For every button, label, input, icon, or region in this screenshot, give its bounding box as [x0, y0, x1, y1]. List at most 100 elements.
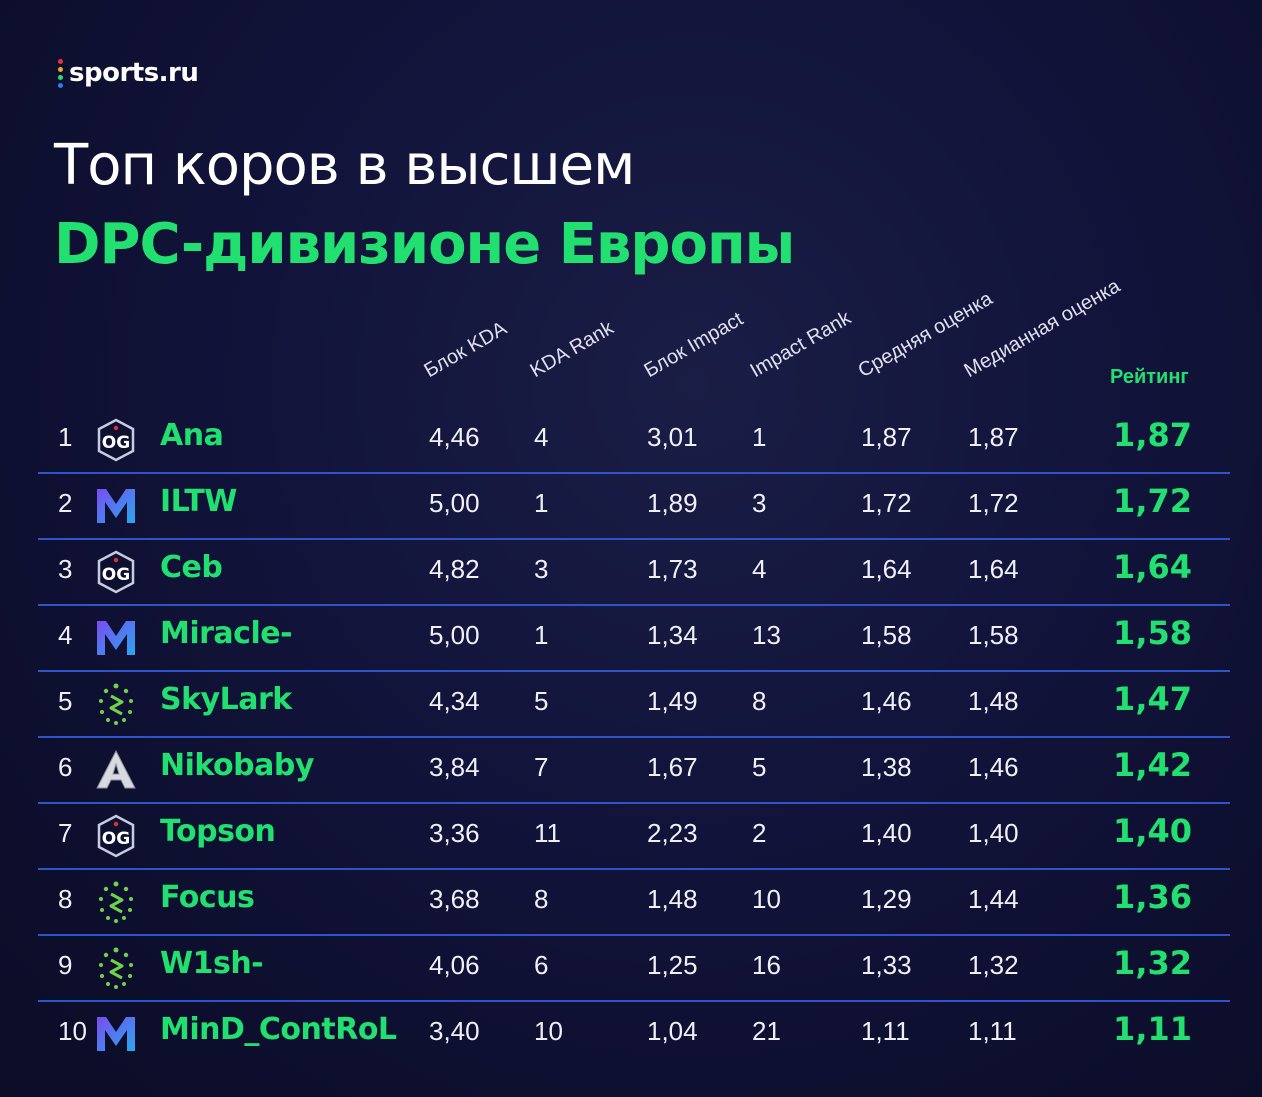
rating-value: 1,32 [1113, 944, 1192, 982]
kda-cell: 3,40 [429, 1016, 480, 1046]
rank-cell: 3 [58, 554, 73, 584]
nigma-logo-icon [94, 1012, 138, 1056]
rank-cell: 6 [58, 752, 73, 782]
rating-value: 1,72 [1113, 482, 1192, 520]
table-row: 4 Miracle- 5,00 1 1,34 13 1,58 1,58 1,58 [38, 606, 1230, 672]
page-title-line1: Топ коров в высшем [54, 133, 635, 198]
impact-rank-cell: 5 [752, 752, 767, 782]
brand-logo: sports.ru [58, 58, 199, 88]
svg-text:OG: OG [102, 829, 130, 849]
average-score-cell: 1,33 [861, 950, 912, 980]
average-score-cell: 1,29 [861, 884, 912, 914]
median-score-cell: 1,72 [968, 488, 1019, 518]
nigma-logo-icon [94, 484, 138, 528]
player-name: W1sh- [160, 946, 264, 981]
impact-rank-cell: 1 [752, 422, 767, 452]
rank-cell: 10 [58, 1016, 87, 1046]
row-divider [38, 538, 1230, 540]
alliance-logo-icon [94, 748, 138, 792]
impact-cell: 1,25 [647, 950, 698, 980]
median-score-cell: 1,64 [968, 554, 1019, 584]
median-score-cell: 1,32 [968, 950, 1019, 980]
kda-cell: 4,34 [429, 686, 480, 716]
kda-rank-cell: 8 [534, 884, 549, 914]
impact-cell: 3,01 [647, 422, 698, 452]
table-row: 9 W1sh- 4,06 6 1,25 16 1,33 1,32 1,32 [38, 936, 1230, 1002]
rank-cell: 5 [58, 686, 73, 716]
average-score-cell: 1,72 [861, 488, 912, 518]
kda-rank-cell: 1 [534, 488, 549, 518]
average-score-cell: 1,40 [861, 818, 912, 848]
liquid-logo-icon [94, 682, 138, 726]
row-divider [38, 802, 1230, 804]
kda-cell: 5,00 [429, 620, 480, 650]
table-row: 3 Ceb 4,82 3 1,73 4 1,64 1,64 1,64 OG [38, 540, 1230, 606]
rank-cell: 8 [58, 884, 73, 914]
player-name: ILTW [160, 484, 237, 519]
svg-text:OG: OG [102, 433, 130, 453]
kda-cell: 3,36 [429, 818, 480, 848]
average-score-cell: 1,64 [861, 554, 912, 584]
impact-rank-cell: 4 [752, 554, 767, 584]
impact-rank-cell: 21 [752, 1016, 781, 1046]
impact-rank-cell: 2 [752, 818, 767, 848]
average-score-cell: 1,38 [861, 752, 912, 782]
column-header-impact: Блок Impact [640, 307, 747, 383]
brand-name: sports.ru [69, 58, 199, 88]
row-divider [38, 934, 1230, 936]
column-header-impact-rank: Impact Rank [746, 306, 855, 383]
player-name: MinD_ContRoL [160, 1012, 397, 1047]
og-logo-icon: OG [94, 550, 138, 594]
player-name: SkyLark [160, 682, 292, 717]
median-score-cell: 1,87 [968, 422, 1019, 452]
kda-rank-cell: 1 [534, 620, 549, 650]
kda-cell: 3,84 [429, 752, 480, 782]
kda-cell: 3,68 [429, 884, 480, 914]
kda-rank-cell: 6 [534, 950, 549, 980]
rating-value: 1,64 [1113, 548, 1192, 586]
brand-dot-2 [58, 66, 63, 72]
table-row: 8 Focus 3,68 8 1,48 10 1,29 1,44 1,36 [38, 870, 1230, 936]
kda-rank-cell: 4 [534, 422, 549, 452]
kda-cell: 4,82 [429, 554, 480, 584]
impact-cell: 1,89 [647, 488, 698, 518]
kda-rank-cell: 11 [534, 818, 561, 848]
table-row: 5 SkyLark 4,34 5 1,49 8 1,46 1,48 1,47 [38, 672, 1230, 738]
impact-rank-cell: 8 [752, 686, 767, 716]
impact-cell: 1,48 [647, 884, 698, 914]
row-divider [38, 1000, 1230, 1002]
rank-cell: 9 [58, 950, 73, 980]
player-name: Ana [160, 418, 224, 453]
kda-cell: 5,00 [429, 488, 480, 518]
liquid-logo-icon [94, 946, 138, 990]
kda-cell: 4,06 [429, 950, 480, 980]
impact-cell: 1,67 [647, 752, 698, 782]
player-name: Focus [160, 880, 255, 915]
rating-value: 1,47 [1113, 680, 1192, 718]
brand-dot-3 [58, 74, 63, 80]
page-title-line2: DPC-дивизионе Европы [54, 212, 795, 277]
svg-text:OG: OG [102, 565, 130, 585]
nigma-logo-icon [94, 616, 138, 660]
rating-value: 1,11 [1113, 1010, 1192, 1048]
rating-value: 1,36 [1113, 878, 1192, 916]
table-row: 2 ILTW 5,00 1 1,89 3 1,72 1,72 1,72 [38, 474, 1230, 540]
kda-cell: 4,46 [429, 422, 480, 452]
table-row: 6 Nikobaby 3,84 7 1,67 5 1,38 1,46 1,42 [38, 738, 1230, 804]
og-logo-icon: OG [94, 418, 138, 462]
table-row: 10 MinD_ContRoL 3,40 10 1,04 21 1,11 1,11 1,11 [38, 1002, 1230, 1068]
kda-rank-cell: 3 [534, 554, 549, 584]
column-header-kda: Блок KDA [420, 317, 511, 383]
rank-cell: 2 [58, 488, 73, 518]
table-row: 1 Ana 4,46 4 3,01 1 1,87 1,87 1,87 OG [38, 408, 1230, 474]
liquid-logo-icon [94, 880, 138, 924]
rank-cell: 4 [58, 620, 73, 650]
average-score-cell: 1,58 [861, 620, 912, 650]
brand-dot-4 [58, 82, 63, 88]
table-row: 7 Topson 3,36 11 2,23 2 1,40 1,40 1,40 OG [38, 804, 1230, 870]
average-score-cell: 1,11 [861, 1016, 910, 1046]
player-name: Topson [160, 814, 276, 849]
rating-value: 1,42 [1113, 746, 1192, 784]
impact-rank-cell: 16 [752, 950, 781, 980]
player-name: Ceb [160, 550, 223, 585]
